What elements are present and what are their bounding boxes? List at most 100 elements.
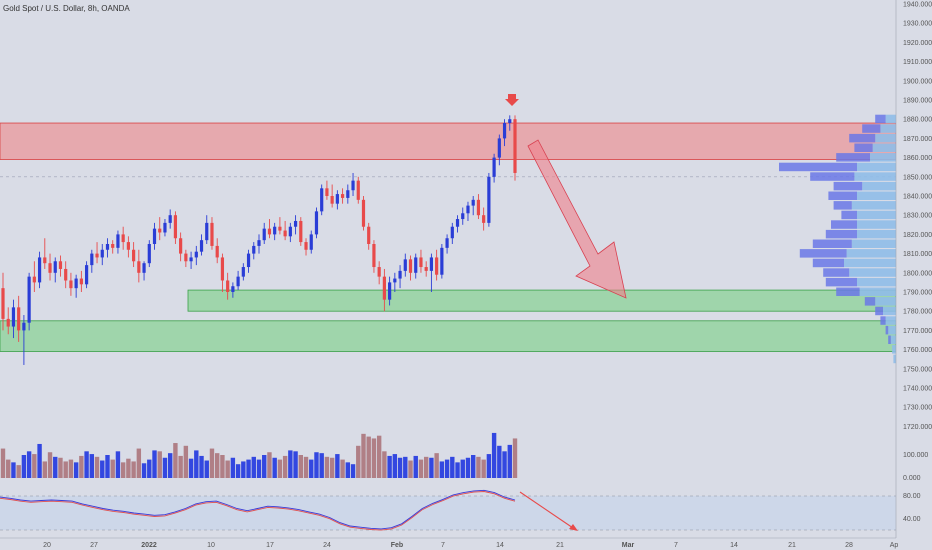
volume-bar [94,456,100,478]
volume-profile-down [836,287,860,296]
price-tick-label: 1760.000 [903,347,932,354]
volume-bar [340,459,345,478]
volume-profile-down [854,143,873,152]
candle-body [132,249,136,262]
candle-body [205,222,209,241]
resistance-zone [0,122,897,160]
time-tick-label: 17 [266,542,274,549]
candle-body [6,318,10,327]
price-tick-label: 1880.000 [903,117,932,124]
candle-body [236,276,240,287]
volume-profile-down [825,229,857,239]
price-tick-label: 1810.000 [903,251,932,258]
volume-bar [455,462,460,478]
candle-body [111,244,115,248]
candle-body [476,199,481,216]
time-tick-label: 7 [441,542,445,549]
oscillator-tick-label: 40.00 [903,516,921,523]
volume-bar [376,435,382,478]
candle-body [513,119,517,173]
volume-profile-up [854,172,896,181]
volume-bar [246,459,251,478]
price-tick-label: 1770.000 [903,328,932,335]
volume-bar [465,457,471,478]
volume-bar [215,453,220,478]
candle-body [502,123,507,139]
volume-bar [356,445,361,478]
candle-body [246,253,251,268]
volume-bar [53,456,58,478]
candle-body [482,215,486,223]
candle-body [335,194,339,204]
volume-bar [188,458,194,478]
candle-body [273,226,277,235]
volume-bar [502,451,507,478]
volume-profile-up [844,258,896,268]
volume-bar [110,459,115,478]
volume-bar [267,452,272,478]
price-tick-label: 1930.000 [903,21,932,28]
volume-bar [6,459,11,478]
candle-body [95,253,99,258]
volume-profile-down [828,191,857,200]
volume-bar [382,451,387,478]
candle-body [53,261,57,273]
price-tick-label: 1820.000 [903,232,932,239]
volume-bar [486,454,492,478]
volume-bar [251,456,256,478]
time-tick-label: Ap [890,542,899,549]
candle-body [220,257,225,281]
volume-profile-up [892,345,896,354]
time-tick-label: 21 [556,542,564,549]
candle-body [1,288,5,319]
volume-bar [204,460,209,478]
volume-bar [225,460,230,478]
candle-body [461,213,465,220]
candle-body [288,226,292,237]
candle-body [398,270,402,279]
volume-profile-up [870,153,896,162]
volume-profile-down [779,162,857,172]
price-tick-label: 1830.000 [903,213,932,220]
volume-bar [408,460,413,478]
volume-bar [42,461,47,478]
volume-bar [183,445,189,478]
volume-profile-down [885,325,889,335]
candle-body [189,257,193,262]
time-tick-label: 7 [674,542,678,549]
volume-bar [152,450,157,478]
candle-body [471,199,475,206]
candle-body [450,226,454,239]
time-tick-label: 24 [323,542,331,549]
volume-profile-down [880,316,886,325]
candle-body [100,249,104,258]
time-tick-label: 20 [43,542,51,549]
price-tick-label: 1840.000 [903,194,932,201]
candle-body [163,222,167,233]
candle-body [445,238,449,248]
volume-bar [439,461,445,478]
price-tick-label: 1870.000 [903,136,932,143]
oscillator-k-line [0,489,516,530]
volume-bar [11,462,16,478]
volume-bar [173,443,178,478]
candle-body [199,240,204,252]
volume-bar [309,459,314,478]
candle-body [90,253,94,266]
candle-body [487,176,491,223]
volume-bar [329,457,335,478]
volume-profile-down [812,239,852,248]
candle-body [32,276,36,283]
volume-bar [162,457,168,478]
candle-body [455,219,460,227]
candle-body [184,253,188,262]
volume-profile-up [846,249,896,258]
volume-bar [141,463,147,478]
volume-bar [282,455,288,478]
volume-bar [32,454,37,478]
volume-bar [16,465,21,478]
candle-body [158,228,162,233]
candle-body [22,322,26,331]
